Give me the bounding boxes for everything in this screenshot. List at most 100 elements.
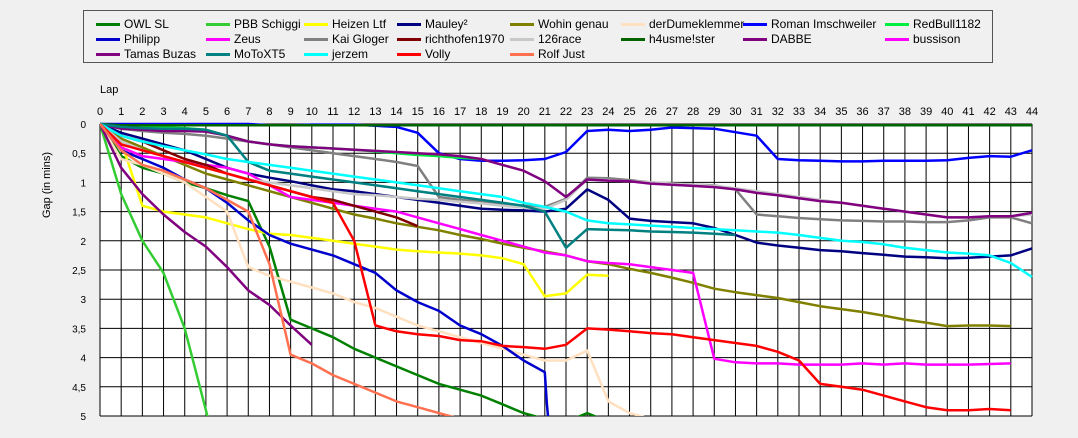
x-tick-label: 40	[941, 106, 953, 118]
y-tick-label: 1	[80, 178, 86, 189]
x-tick-label: 35	[835, 106, 847, 118]
x-tick-label: 3	[160, 106, 166, 118]
legend-swatch	[621, 38, 645, 41]
x-tick-label: 19	[496, 106, 508, 118]
x-tick-label: 29	[708, 106, 720, 118]
legend-label: RedBull1182	[913, 17, 981, 31]
y-tick-label: 0,5	[72, 149, 86, 160]
x-tick-label: 32	[772, 106, 784, 118]
legend-swatch	[885, 23, 909, 26]
chart-legend: OWL SL PBB Schiggi Heizen Ltf Mauley² Wohin …	[83, 10, 993, 63]
x-tick-label: 4	[182, 106, 188, 118]
legend-label: DABBE	[771, 32, 812, 46]
x-tick-label: 2	[139, 106, 145, 118]
x-tick-label: 44	[1026, 106, 1038, 118]
chart-grid	[99, 123, 1033, 417]
x-tick-label: 42	[984, 106, 996, 118]
legend-label: OWL SL	[124, 17, 169, 31]
x-tick-label: 36	[856, 106, 868, 118]
legend-swatch	[206, 23, 230, 26]
legend-label: Zeus	[234, 32, 261, 46]
y-tick-label: 2	[80, 237, 86, 248]
x-tick-label: 10	[306, 106, 318, 118]
y-axis-ticks: 0 0,5 1 1,5 2 2,5 3 3,5 4 4,5 5	[72, 120, 86, 423]
legend-label: richthofen1970	[425, 32, 505, 46]
x-tick-label: 13	[369, 106, 381, 118]
x-tick-label: 6	[224, 106, 230, 118]
x-axis-ticks: 0 1 2 3 4 5 6 7 8 9 10 11 12 13 14 15 16 17 18 19 20 21 22 23 24…	[97, 106, 1038, 118]
x-tick-label: 18	[475, 106, 487, 118]
x-tick-label: 11	[327, 106, 338, 118]
legend-label: Philipp	[124, 32, 161, 46]
legend-swatch	[206, 38, 230, 41]
legend-swatch	[510, 38, 534, 41]
legend-swatch	[397, 38, 421, 41]
legend-swatch	[510, 53, 534, 56]
x-tick-label: 14	[390, 106, 402, 118]
x-tick-label: 33	[793, 106, 805, 118]
x-tick-label: 0	[97, 106, 103, 118]
series-line-dabbe	[100, 122, 1033, 219]
legend-label: Tamas Buzas	[124, 47, 197, 61]
legend-swatch	[304, 38, 328, 41]
x-tick-label: 12	[348, 106, 360, 118]
y-tick-label: 1,5	[72, 208, 86, 219]
legend-swatch	[743, 38, 767, 41]
legend-swatch	[206, 53, 230, 56]
x-tick-label: 16	[433, 106, 445, 118]
y-tick-label: 5	[80, 412, 86, 423]
y-tick-label: 4	[80, 354, 86, 365]
x-tick-label: 21	[539, 106, 551, 118]
legend-label: Rolf Just	[538, 47, 585, 61]
series-line-derdumeklemmer	[100, 123, 645, 416]
y-tick-label: 4,5	[72, 383, 86, 394]
y-tick-label: 0	[80, 120, 86, 131]
legend-swatch	[96, 38, 120, 41]
x-tick-label: 23	[581, 106, 593, 118]
x-tick-label: 24	[602, 106, 614, 118]
series-line-pbb-schiggi	[100, 123, 209, 416]
x-tick-label: 34	[814, 106, 826, 118]
legend-swatch	[304, 23, 328, 26]
legend-swatch	[397, 23, 421, 26]
legend-label: Roman Imschweiler	[771, 17, 877, 31]
series-line-jerzem	[100, 122, 1033, 279]
x-axis-title: Lap	[100, 84, 118, 96]
x-tick-label: 25	[623, 106, 635, 118]
x-tick-label: 30	[729, 106, 741, 118]
x-tick-label: 5	[203, 106, 209, 118]
legend-label: 126race	[538, 32, 582, 46]
x-tick-label: 31	[751, 106, 763, 118]
legend-swatch	[304, 53, 328, 56]
x-tick-label: 27	[666, 106, 678, 118]
legend-label: derDumeklemmer	[649, 17, 745, 31]
legend-swatch	[397, 53, 421, 56]
legend-swatch	[510, 23, 534, 26]
y-tick-label: 3	[80, 295, 86, 306]
chart-series	[100, 122, 1033, 416]
legend-swatch	[743, 23, 767, 26]
x-tick-label: 22	[560, 106, 572, 118]
legend-label: h4usme!ster	[649, 32, 716, 46]
x-tick-label: 37	[878, 106, 890, 118]
legend-label: PBB Schiggi	[234, 17, 301, 31]
legend-swatch	[885, 38, 909, 41]
x-tick-label: 7	[245, 106, 251, 118]
legend-label: Mauley²	[425, 17, 468, 31]
y-tick-label: 2,5	[72, 266, 86, 277]
series-line-tamas-buzas	[100, 123, 313, 346]
x-tick-label: 20	[518, 106, 530, 118]
x-tick-label: 43	[1005, 106, 1017, 118]
legend-label: Kai Gloger	[332, 32, 389, 46]
series-line-rolf-just	[100, 123, 455, 416]
x-tick-label: 9	[288, 106, 294, 118]
x-tick-label: 39	[920, 106, 932, 118]
x-tick-label: 28	[687, 106, 699, 118]
legend-label: bussison	[913, 32, 961, 46]
series-line-mauley	[100, 122, 1033, 260]
legend-swatch	[96, 53, 120, 56]
legend-swatch	[96, 23, 120, 26]
legend-label: jerzem	[332, 47, 369, 61]
legend-label: MoToXT5	[234, 47, 286, 61]
